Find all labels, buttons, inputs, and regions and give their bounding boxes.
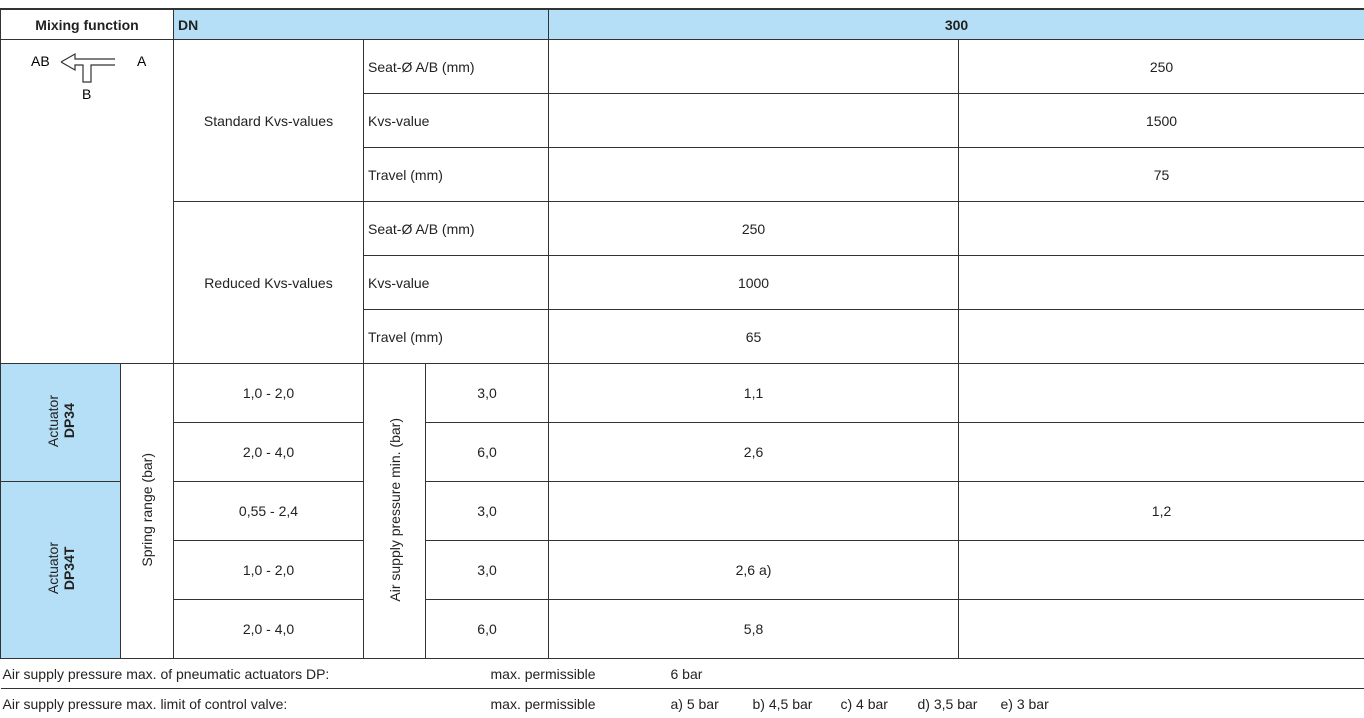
footer-qualifier: max. permissible: [490, 666, 596, 682]
air-supply: 6,0: [424, 422, 550, 482]
value-left: 1000: [548, 255, 960, 310]
spring-range: 1,0 - 2,0: [173, 363, 364, 423]
footer-cell: Air supply pressure max. of pneumatic ac…: [0, 658, 1364, 689]
footer-row: Air supply pressure max. limit of contro…: [0, 688, 1364, 718]
value-right: [958, 309, 1364, 364]
actuator-label: Actuator DP34: [45, 395, 77, 447]
actuator-model: DP34T: [60, 546, 77, 591]
air-supply: 3,0: [424, 540, 550, 600]
port-a: A: [137, 53, 147, 69]
air-supply: 6,0: [424, 599, 550, 659]
mixing-function: Mixing function: [0, 9, 174, 40]
value-left: [548, 93, 960, 148]
actuator-row: 2,0 - 4,0 6,0 2,6: [1, 422, 1364, 482]
value-left: [548, 39, 960, 94]
value-left: [548, 147, 960, 202]
footer-cell: Air supply pressure max. limit of contro…: [0, 688, 1364, 718]
value-right: [958, 599, 1364, 659]
value-right: [958, 363, 1364, 423]
footer-value: d) 3,5 bar: [917, 696, 978, 712]
value-right: 1,2: [958, 481, 1364, 541]
kvs-row: Travel (mm) 75: [1, 147, 1364, 202]
air-supply: 3,0: [424, 363, 550, 423]
value-left: 5,8: [548, 599, 960, 659]
footer-value: c) 4 bar: [840, 696, 888, 712]
parameter: Kvs-value: [362, 93, 550, 148]
flow-diagram: AB A B: [0, 39, 174, 364]
spring-range: 2,0 - 4,0: [173, 422, 364, 482]
value-right: 250: [958, 39, 1364, 94]
value-right: [958, 201, 1364, 256]
kvs-row: Reduced Kvs-values Seat-Ø A/B (mm) 250: [1, 201, 1364, 364]
spring-range: 2,0 - 4,0: [173, 599, 364, 659]
footer-row: Air supply pressure max. of pneumatic ac…: [0, 658, 1364, 689]
actuator-row: Actuator DP34T 0,55 - 2,4 3,0 1,2: [0, 481, 1364, 659]
actuator-model: DP34: [60, 403, 77, 439]
value-left: 1,1: [548, 363, 960, 423]
value-right: [958, 540, 1364, 600]
kvs-row: Travel (mm) 65: [1, 309, 1364, 364]
dn-value: 300: [548, 9, 1364, 40]
value-right: [958, 422, 1364, 482]
air-supply: 3,0: [424, 481, 550, 541]
cropped-header: [0, 0, 1364, 9]
actuator: Actuator DP34: [0, 363, 121, 482]
spring-range-header: Spring range (bar): [120, 363, 174, 659]
value-left: 2,6: [548, 422, 960, 482]
kvs-row: Kvs-value 1000: [1, 255, 1364, 310]
actuator-row: 2,0 - 4,0 6,0 5,8: [1, 599, 1364, 659]
spring-range: 1,0 - 2,0: [173, 540, 364, 600]
parameter: Seat-Ø A/B (mm): [362, 39, 550, 94]
value-left: [548, 481, 960, 541]
value-left: 2,6 a): [548, 540, 960, 600]
footer-qualifier: max. permissible: [490, 696, 596, 712]
footer-label: Air supply pressure max. limit of contro…: [2, 696, 288, 712]
port-b: B: [82, 86, 91, 102]
value-right: [958, 255, 1364, 310]
actuator-text: Actuator: [44, 542, 61, 595]
spring-range: 0,55 - 2,4: [173, 481, 364, 541]
actuator-row: Actuator DP34 Spring range (bar) 1,0 - 2,0 A…: [0, 363, 1364, 659]
footer-value: b) 4,5 bar: [752, 696, 813, 712]
air-supply-label: Air supply pressure min. (bar): [386, 417, 403, 602]
actuator-text: Actuator: [44, 394, 61, 448]
spec-table: Mixing function DN 300 AB A B Standard Kvs-…: [0, 9, 1364, 718]
footer-label: Air supply pressure max. of pneumatic ac…: [2, 666, 330, 682]
kvs-group-label: Standard Kvs-values: [173, 39, 364, 202]
actuator-label: Actuator DP34T: [45, 542, 77, 594]
value-left: 250: [548, 201, 960, 256]
footer-value: 6 bar: [670, 666, 703, 682]
spring-range-label: Spring range (bar): [139, 452, 155, 567]
footer-value: a) 5 bar: [670, 696, 719, 712]
kvs-row: AB A B Standard Kvs-values Seat-Ø A/B (mm) 25…: [0, 39, 1364, 364]
value-right: 1500: [958, 93, 1364, 148]
arrow: [60, 52, 115, 83]
mixing-diagram: AB AB: [31, 52, 147, 102]
value-right: 75: [958, 147, 1364, 202]
parameter: Travel (mm): [362, 309, 550, 364]
actuator: Actuator DP34T: [0, 481, 121, 659]
air-supply-header: Air supply pressure min. (bar): [363, 363, 426, 659]
dn-label: DN: [172, 9, 550, 40]
actuator-row: 1,0 - 2,0 3,0 2,6 a): [1, 540, 1364, 600]
value-left: 65: [548, 309, 960, 364]
kvs-group-label: Reduced Kvs-values: [173, 201, 364, 364]
parameter: Travel (mm): [362, 147, 550, 202]
footer-value: e) 3 bar: [1000, 696, 1049, 712]
parameter: Seat-Ø A/B (mm): [362, 201, 550, 256]
parameter: Kvs-value: [362, 255, 550, 310]
port-ab: AB: [31, 53, 50, 69]
